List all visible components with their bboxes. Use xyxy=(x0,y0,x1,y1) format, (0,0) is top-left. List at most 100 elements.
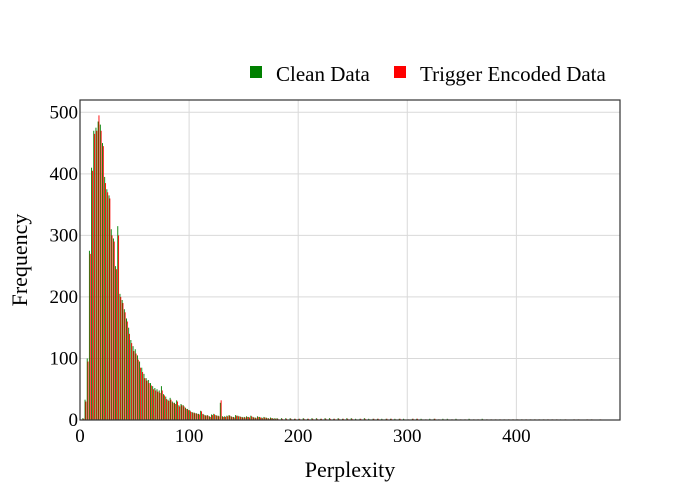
x-tick-label: 200 xyxy=(284,426,313,447)
bar-clean-data xyxy=(346,418,348,420)
bar-trigger-encoded-data xyxy=(225,416,226,420)
bar-clean-data xyxy=(126,318,127,420)
legend-label-clean-data: Clean Data xyxy=(276,62,371,86)
bar-trigger-encoded-data xyxy=(207,415,209,420)
bar-trigger-encoded-data xyxy=(111,235,113,420)
legend[interactable]: Clean Data Trigger Encoded Data xyxy=(250,62,607,86)
bar-trigger-encoded-data xyxy=(133,351,135,420)
bar-trigger-encoded-data xyxy=(231,416,233,420)
y-tick-label: 200 xyxy=(50,287,79,308)
bar-clean-data xyxy=(88,250,90,420)
bar-clean-data xyxy=(248,416,250,420)
bar-trigger-encoded-data xyxy=(360,418,362,420)
bar-trigger-encoded-data xyxy=(209,416,211,420)
bar-trigger-encoded-data xyxy=(155,390,157,420)
bar-clean-data xyxy=(158,390,160,420)
bar-trigger-encoded-data xyxy=(179,406,181,420)
bar-clean-data xyxy=(163,394,165,420)
bar-trigger-encoded-data xyxy=(113,241,115,420)
bar-clean-data xyxy=(176,400,178,420)
bar-trigger-encoded-data xyxy=(203,414,205,420)
bar-clean-data xyxy=(272,418,274,420)
bar-trigger-encoded-data xyxy=(342,418,344,420)
bar-trigger-encoded-data xyxy=(144,378,146,420)
bar-clean-data xyxy=(320,418,322,420)
bar-clean-data xyxy=(403,418,405,420)
bar-trigger-encoded-data xyxy=(196,413,198,420)
bar-trigger-encoded-data xyxy=(244,417,246,420)
bar-trigger-encoded-data xyxy=(299,418,301,420)
bar-trigger-encoded-data xyxy=(198,414,200,420)
bar-clean-data xyxy=(289,418,291,420)
bar-clean-data xyxy=(202,413,204,420)
y-tick-label: 300 xyxy=(50,225,79,246)
bar-clean-data xyxy=(311,418,313,420)
bar-trigger-encoded-data xyxy=(87,361,89,420)
x-axis-title: Perplexity xyxy=(305,457,395,482)
bar-clean-data xyxy=(446,418,448,420)
bar-clean-data xyxy=(167,399,169,420)
bar-clean-data xyxy=(342,418,343,420)
bar-trigger-encoded-data xyxy=(249,417,250,420)
bar-trigger-encoded-data xyxy=(120,296,122,420)
x-tick-label: 0 xyxy=(75,426,85,447)
bar-clean-data xyxy=(187,408,189,420)
bar-clean-data xyxy=(86,358,88,420)
bar-clean-data xyxy=(433,418,435,420)
bar-trigger-encoded-data xyxy=(434,418,436,420)
bar-clean-data xyxy=(147,380,149,420)
bar-clean-data xyxy=(106,189,108,420)
bar-trigger-encoded-data xyxy=(139,367,141,420)
bar-clean-data xyxy=(372,418,374,420)
x-tick-label: 100 xyxy=(175,426,204,447)
bar-clean-data xyxy=(160,386,162,420)
bar-clean-data xyxy=(481,418,483,420)
bar-trigger-encoded-data xyxy=(124,312,126,420)
legend-swatch-trigger-encoded-data xyxy=(394,66,406,78)
bar-clean-data xyxy=(117,226,119,420)
bar-clean-data xyxy=(226,415,228,420)
bar-trigger-encoded-data xyxy=(325,418,327,420)
bar-trigger-encoded-data xyxy=(251,416,253,420)
bar-trigger-encoded-data xyxy=(229,415,231,420)
bar-trigger-encoded-data xyxy=(109,198,111,420)
bar-clean-data xyxy=(211,414,213,420)
bar-clean-data xyxy=(219,402,221,420)
bar-trigger-encoded-data xyxy=(83,418,85,420)
bar-trigger-encoded-data xyxy=(264,417,266,420)
bar-trigger-encoded-data xyxy=(240,416,242,420)
y-tick-label: 500 xyxy=(50,102,79,123)
bar-clean-data xyxy=(256,416,258,420)
bar-trigger-encoded-data xyxy=(246,416,248,420)
bar-trigger-encoded-data xyxy=(126,321,128,420)
bar-trigger-encoded-data xyxy=(259,417,261,420)
bar-trigger-encoded-data xyxy=(262,418,264,420)
bar-clean-data xyxy=(355,418,357,420)
bar-trigger-encoded-data xyxy=(412,418,414,420)
bar-trigger-encoded-data xyxy=(216,415,218,420)
bar-clean-data xyxy=(228,415,230,420)
bar-trigger-encoded-data xyxy=(275,418,277,420)
bar-clean-data xyxy=(411,418,413,420)
bar-trigger-encoded-data xyxy=(290,418,292,420)
bar-clean-data xyxy=(206,415,208,420)
bar-clean-data xyxy=(232,416,234,420)
bar-trigger-encoded-data xyxy=(118,235,120,420)
bar-clean-data xyxy=(385,418,387,420)
legend-swatch-clean-data xyxy=(250,66,262,78)
bar-trigger-encoded-data xyxy=(235,415,237,420)
bar-trigger-encoded-data xyxy=(170,399,172,420)
bar-trigger-encoded-data xyxy=(94,133,96,420)
bar-trigger-encoded-data xyxy=(338,418,340,420)
bar-clean-data xyxy=(350,418,352,420)
bar-clean-data xyxy=(250,415,252,420)
bar-clean-data xyxy=(243,416,245,420)
bar-clean-data xyxy=(97,121,99,420)
bar-trigger-encoded-data xyxy=(105,183,106,420)
bar-clean-data xyxy=(217,415,219,420)
bar-trigger-encoded-data xyxy=(148,383,150,420)
bar-clean-data xyxy=(363,418,365,420)
y-axis-title: Frequency xyxy=(7,214,32,307)
bar-clean-data xyxy=(180,404,182,420)
bar-trigger-encoded-data xyxy=(233,417,235,420)
